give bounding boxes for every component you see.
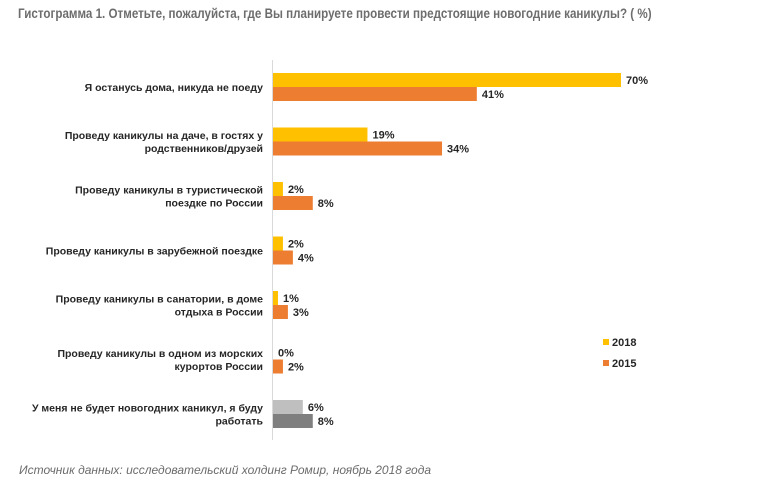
data-label-2018: 2% (288, 184, 304, 196)
category-label-line: поездке по России (165, 198, 263, 210)
data-label-2018: 70% (626, 75, 648, 87)
bar-2015 (273, 250, 293, 265)
legend-label-2018: 2018 (612, 337, 636, 349)
data-label-2015: 34% (447, 144, 469, 156)
category-label: Проведу каникулы в санатории, в доме отды… (56, 294, 263, 319)
data-label-2018: 2% (288, 239, 304, 251)
category-label-line: отдыха в России (175, 307, 263, 319)
category-label-line: родственников/друзей (145, 143, 263, 155)
category-label-line: Проведу каникулы в туристической (75, 185, 263, 197)
category-label: Я останусь дома, никуда не поеду (85, 82, 263, 94)
legend-swatch-2015 (603, 360, 609, 366)
category-label-line: курортов России (175, 361, 263, 373)
data-label-2018: 19% (372, 130, 394, 142)
bar-2018 (273, 127, 368, 142)
bar-2015 (273, 196, 313, 210)
category-label-line: Проведу каникулы на даче, в гостях у (65, 130, 263, 142)
category-label: Проведу каникулы на даче, в гостях у родс… (65, 130, 263, 155)
category-label: Проведу каникулы в туристической поездке … (75, 185, 263, 210)
category-label: Проведу каникулы в зарубежной поездке (46, 246, 263, 258)
category-label-line: Проведу каникулы в зарубежной поездке (46, 246, 263, 258)
bars-group: Я останусь дома, никуда не поеду 70% 41% Пр… (32, 73, 648, 428)
data-label-2018: 0% (278, 348, 294, 360)
legend-swatch-2018 (603, 339, 609, 345)
bar-2018 (273, 73, 621, 87)
category-label: Проведу каникулы в одном из морских курор… (57, 348, 263, 373)
category-label-line: Проведу каникулы в одном из морских (57, 348, 263, 360)
bar-2015 (273, 141, 443, 156)
data-label-2018: 6% (308, 402, 324, 414)
bar-2015 (273, 305, 288, 319)
data-label-2015: 41% (482, 89, 504, 101)
data-label-2015: 3% (293, 307, 309, 319)
data-label-2015: 8% (318, 198, 334, 210)
category-label-line: работать (216, 416, 264, 428)
data-label-2015: 4% (298, 253, 314, 265)
category-label-line: Проведу каникулы в санатории, в доме (56, 294, 263, 306)
bar-2018 (273, 400, 303, 414)
chart-title: Гистограмма 1. Отметьте, пожалуйста, где… (18, 6, 652, 21)
legend: 2018 2015 (603, 337, 636, 370)
bar-2015 (273, 87, 477, 101)
category-label-line: Я останусь дома, никуда не поеду (85, 82, 263, 94)
bar-2018 (273, 182, 283, 196)
legend-label-2015: 2015 (612, 358, 636, 370)
data-label-2015: 8% (318, 416, 334, 428)
category-label: У меня не будет новогодних каникул, я бу… (32, 403, 264, 428)
category-label-line: У меня не будет новогодних каникул, я бу… (32, 403, 263, 415)
source-note: Источник данных: исследовательский холди… (19, 463, 432, 477)
data-label-2018: 1% (283, 293, 299, 305)
bar-2018 (273, 291, 278, 305)
bar-2015 (273, 414, 313, 428)
data-label-2015: 2% (288, 362, 304, 374)
bar-2018 (273, 236, 283, 251)
bar-2015 (273, 359, 283, 374)
